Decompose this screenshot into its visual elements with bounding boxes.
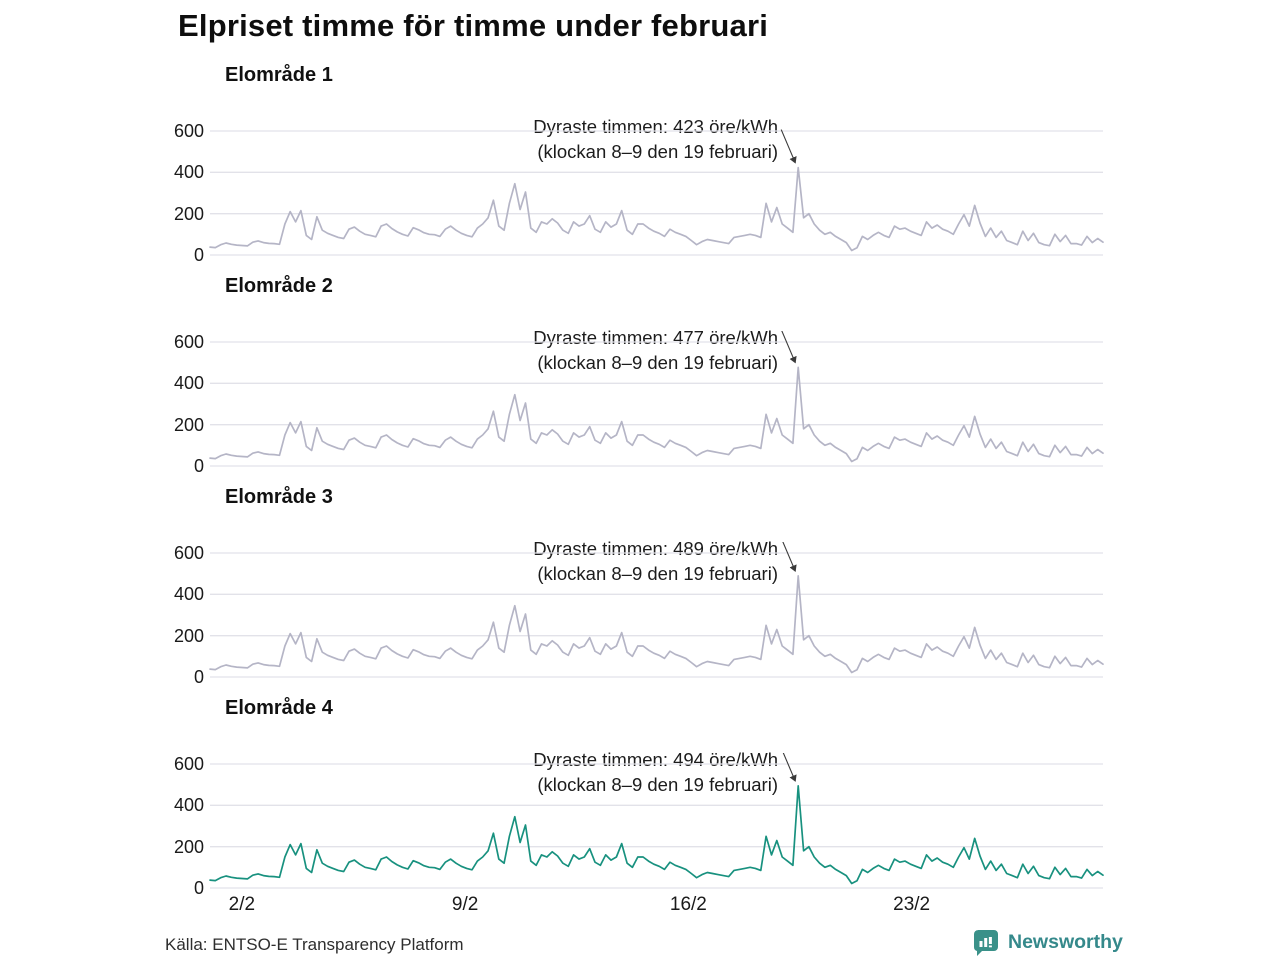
y-tick-label: 600 [173, 121, 204, 141]
y-tick-label: 400 [173, 373, 204, 394]
price-line-1 [209, 166, 1104, 252]
y-tick-label: 200 [173, 414, 204, 435]
peak-annotation: Dyraste timmen: 423 öre/kWh (klockan 8–9… [533, 114, 778, 164]
y-tick-label: 200 [173, 625, 204, 646]
price-line-3 [209, 575, 1104, 674]
annotation-arrow [781, 331, 797, 364]
y-tick-label: 0 [193, 245, 204, 265]
x-tick-label: 9/2 [451, 894, 479, 915]
peak-annotation-line2: (klockan 8–9 den 19 februari) [537, 352, 778, 373]
y-tick-label: 200 [173, 836, 204, 857]
price-line-chart [209, 753, 1104, 889]
y-tick-label: 0 [193, 667, 204, 687]
peak-annotation-line1: Dyraste timmen: 477 öre/kWh [533, 327, 778, 348]
annotation-arrow [782, 542, 797, 572]
annotation-arrow [780, 129, 797, 164]
newsworthy-brand: Newsworthy [972, 928, 1123, 956]
newsworthy-logo-text: Newsworthy [1008, 930, 1123, 953]
y-tick-label: 600 [173, 754, 204, 774]
area-label: Elområde 2 [225, 275, 333, 297]
y-tick-label: 0 [193, 878, 204, 898]
chart-title: Elpriset timme för timme under februari [178, 8, 769, 43]
y-tick-label: 600 [173, 332, 204, 352]
peak-annotation: Dyraste timmen: 489 öre/kWh (klockan 8–9… [533, 536, 778, 586]
price-line-4 [209, 785, 1104, 885]
subchart-panel-1: Elområde 1 Dyraste timmen: 423 öre/kWh (… [0, 60, 1280, 271]
newsworthy-logo-icon [973, 930, 998, 956]
price-line-chart [209, 129, 1104, 256]
subchart-panel-3: Elområde 3 Dyraste timmen: 489 öre/kWh (… [0, 482, 1280, 693]
subchart-panel-2: Elområde 2 Dyraste timmen: 477 öre/kWh (… [0, 271, 1280, 482]
y-tick-label: 200 [173, 203, 204, 224]
peak-annotation-line1: Dyraste timmen: 494 öre/kWh [533, 749, 778, 770]
source-note: Källa: ENTSO-E Transparency Platform [165, 935, 464, 954]
peak-annotation-line2: (klockan 8–9 den 19 februari) [537, 774, 778, 795]
price-line-2 [209, 366, 1104, 463]
area-label: Elområde 3 [225, 486, 333, 508]
y-tick-label: 400 [173, 584, 204, 605]
annotation-arrow [782, 753, 797, 782]
peak-annotation-line2: (klockan 8–9 den 19 februari) [537, 141, 778, 162]
y-tick-label: 600 [173, 543, 204, 563]
area-label: Elområde 1 [225, 64, 333, 86]
peak-annotation-line2: (klockan 8–9 den 19 februari) [537, 563, 778, 584]
x-tick-label: 2/2 [228, 894, 256, 915]
subchart-panel-4: Elområde 4 Dyraste timmen: 494 öre/kWh (… [0, 693, 1280, 904]
price-line-chart [209, 331, 1104, 467]
price-line-chart [209, 542, 1104, 678]
x-tick-label: 23/2 [893, 894, 931, 915]
y-tick-label: 400 [173, 162, 204, 183]
peak-annotation-line1: Dyraste timmen: 423 öre/kWh [533, 116, 778, 137]
y-tick-label: 0 [193, 456, 204, 476]
peak-annotation-line1: Dyraste timmen: 489 öre/kWh [533, 538, 778, 559]
peak-annotation: Dyraste timmen: 494 öre/kWh (klockan 8–9… [533, 747, 778, 797]
peak-annotation: Dyraste timmen: 477 öre/kWh (klockan 8–9… [533, 325, 778, 375]
y-tick-label: 400 [173, 795, 204, 816]
x-tick-label: 16/2 [669, 894, 707, 915]
area-label: Elområde 4 [225, 697, 333, 719]
